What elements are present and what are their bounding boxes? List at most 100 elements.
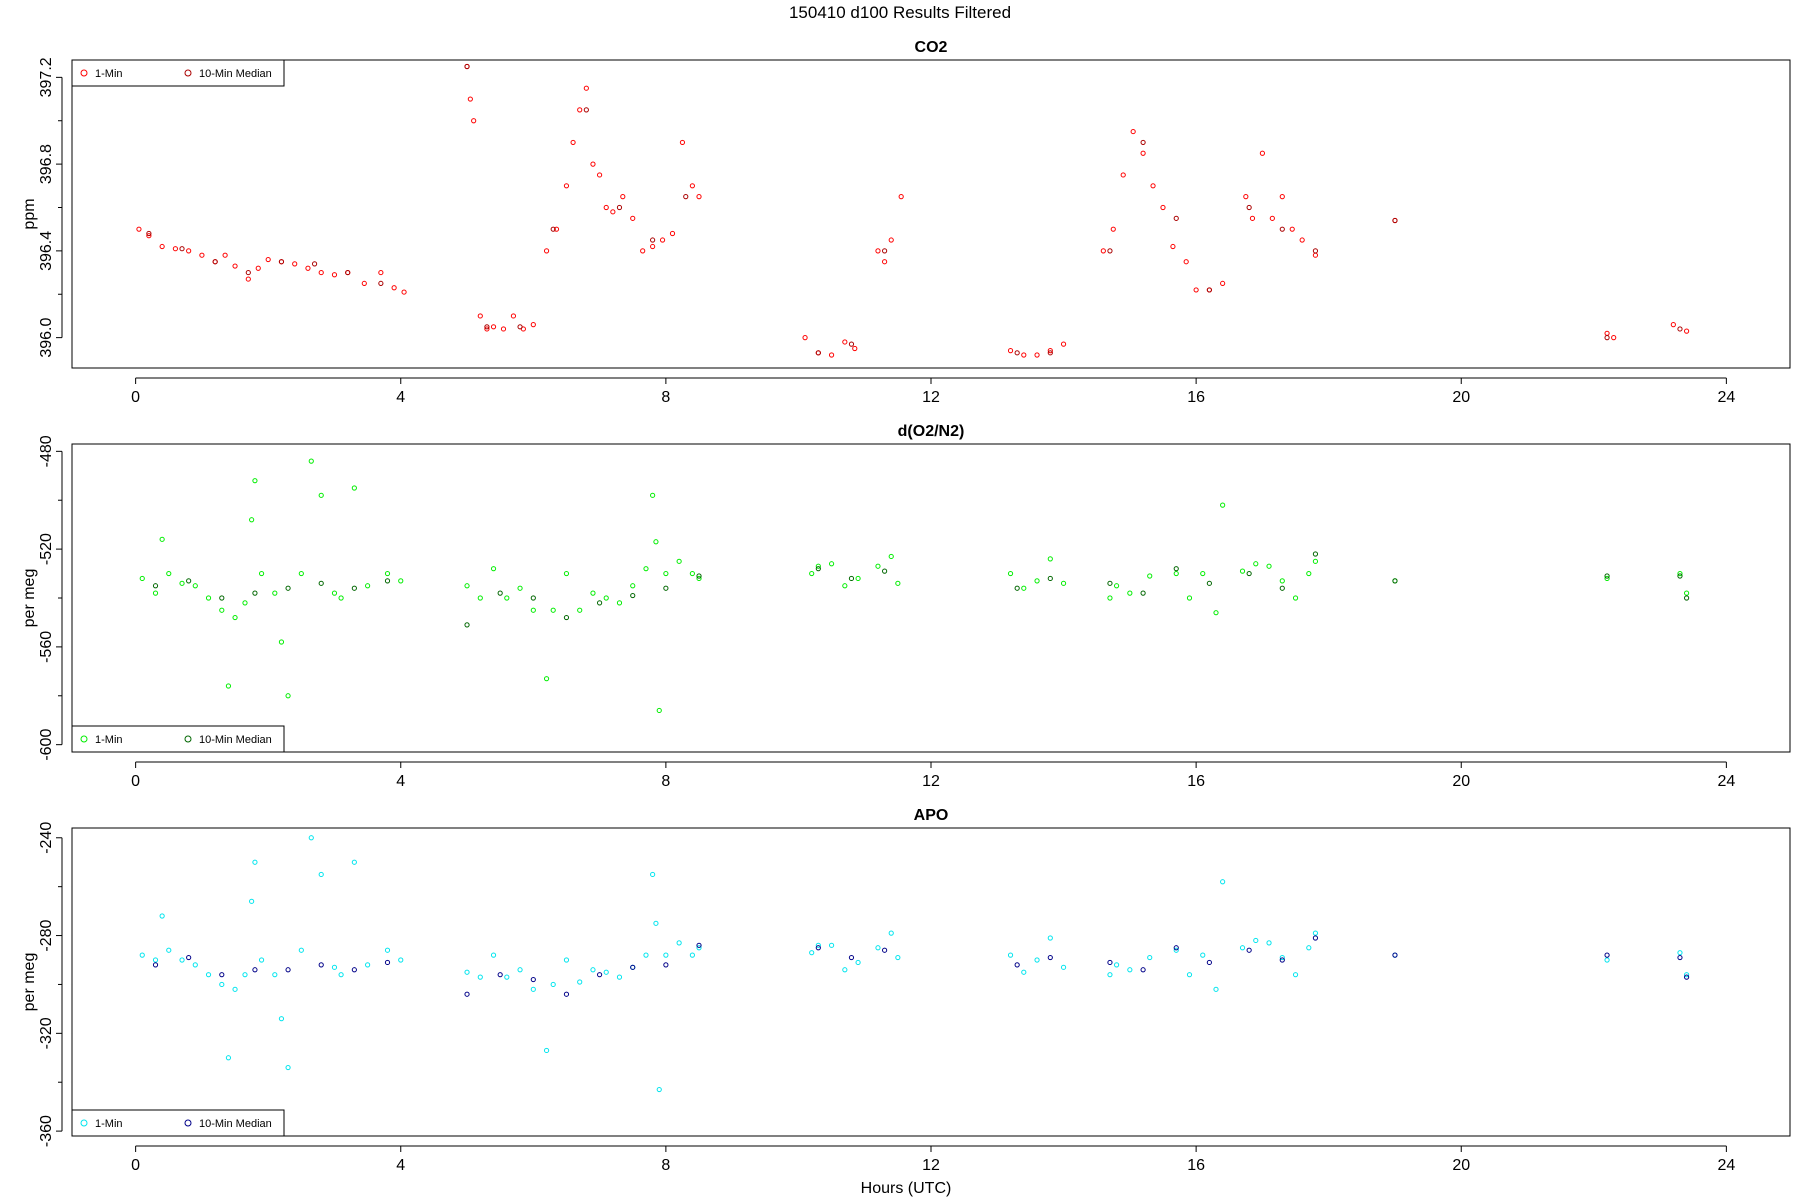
data-point-10-min-median — [550, 226, 556, 232]
data-point-10-min-median — [1047, 954, 1053, 961]
data-point-1-min — [1007, 952, 1014, 958]
data-point-1-min — [278, 1016, 285, 1022]
data-point-10-min-median — [596, 972, 603, 978]
data-point-1-min — [1684, 328, 1690, 334]
data-point-1-min — [888, 237, 894, 243]
data-point-1-min — [305, 265, 311, 271]
data-point-1-min — [378, 269, 384, 276]
y-tick-label: -360 — [38, 1115, 55, 1147]
data-point-1-min — [663, 952, 669, 958]
data-point-10-min-median — [596, 600, 603, 606]
plot-frame — [71, 827, 1791, 1137]
data-point-1-min — [1249, 215, 1256, 221]
data-point-1-min — [603, 969, 609, 975]
data-point-1-min — [543, 248, 550, 254]
data-point-10-min-median — [152, 583, 159, 589]
data-point-1-min — [232, 986, 238, 992]
data-point-1-min — [1611, 335, 1617, 341]
legend: 1-Min 10-Min Median — [71, 1109, 285, 1137]
data-point-1-min — [285, 693, 291, 699]
series-1-min — [136, 63, 1690, 358]
data-point-1-min — [477, 974, 483, 980]
data-point-10-min-median — [663, 585, 669, 591]
data-point-1-min — [179, 957, 185, 963]
data-point-1-min — [338, 595, 344, 601]
data-point-1-min — [477, 595, 483, 601]
legend-label-1-min: 1-Min — [95, 68, 123, 80]
data-point-10-min-median — [1392, 578, 1398, 584]
data-point-1-min — [1684, 590, 1690, 596]
data-point-1-min — [242, 972, 248, 978]
data-point-1-min — [676, 940, 682, 946]
legend: 1-Min 10-Min Median — [71, 59, 285, 87]
data-point-1-min — [1253, 937, 1259, 944]
x-tick-label: 8 — [661, 1157, 670, 1174]
legend-marker-10-min-median — [184, 735, 192, 743]
data-point-1-min — [1186, 972, 1193, 978]
data-point-1-min — [1312, 252, 1319, 258]
data-point-1-min — [1604, 575, 1610, 582]
y-axis-label: per meg — [21, 569, 38, 628]
data-point-1-min — [656, 707, 662, 714]
y-tick-label: -480 — [38, 435, 55, 467]
x-tick-label: 12 — [922, 1157, 940, 1174]
legend-marker-1-min — [80, 69, 88, 77]
data-point-1-min — [361, 280, 367, 287]
data-point-10-min-median — [1107, 248, 1113, 254]
data-point-10-min-median — [1312, 551, 1319, 557]
data-point-1-min — [490, 566, 497, 572]
data-point-10-min-median — [882, 947, 888, 953]
data-point-1-min — [583, 85, 589, 91]
data-point-10-min-median — [1684, 595, 1690, 601]
data-point-1-min — [249, 517, 255, 523]
data-point-1-min — [398, 957, 404, 963]
data-point-1-min — [1289, 226, 1295, 232]
data-point-1-min — [1107, 595, 1113, 601]
data-point-10-min-median — [616, 204, 623, 211]
data-point-1-min — [384, 570, 391, 577]
y-tick-label: -280 — [38, 919, 55, 951]
data-point-1-min — [577, 107, 583, 113]
data-point-10-min-median — [219, 595, 225, 601]
data-point-1-min — [384, 947, 391, 953]
data-point-1-min — [166, 570, 172, 577]
data-point-1-min — [159, 536, 165, 542]
data-point-1-min — [676, 558, 682, 564]
data-point-1-min — [650, 243, 656, 250]
data-point-10-min-median — [1392, 217, 1398, 224]
data-point-1-min — [242, 600, 248, 606]
series-10-min-median — [146, 63, 1683, 356]
data-point-1-min — [1173, 570, 1179, 577]
data-point-1-min — [616, 600, 623, 606]
data-point-1-min — [530, 607, 536, 613]
data-point-1-min — [1239, 945, 1246, 951]
data-point-1-min — [590, 590, 596, 596]
data-point-1-min — [1110, 226, 1116, 232]
data-point-10-min-median — [1047, 575, 1053, 582]
data-point-1-min — [663, 570, 669, 577]
data-point-1-min — [1213, 610, 1219, 616]
data-point-1-min — [265, 256, 271, 263]
figure-title: 150410 d100 Results Filtered — [789, 3, 1011, 22]
data-point-1-min — [318, 871, 324, 878]
data-point-1-min — [136, 226, 142, 232]
data-point-1-min — [855, 575, 861, 582]
data-point-1-min — [225, 1055, 232, 1061]
panel-title: d(O2/N2) — [898, 423, 965, 440]
data-point-1-min — [1243, 194, 1249, 200]
data-point-1-min — [1060, 964, 1067, 970]
data-point-1-min — [530, 322, 536, 328]
data-point-10-min-median — [663, 962, 669, 968]
data-point-10-min-median — [563, 991, 570, 997]
series-1-min — [139, 835, 1690, 1093]
data-point-1-min — [653, 539, 659, 545]
data-point-1-min — [1120, 172, 1126, 178]
legend-marker-10-min-median — [184, 69, 192, 77]
legend-marker-1-min — [80, 1119, 88, 1127]
data-point-1-min — [603, 204, 609, 211]
data-point-10-min-median — [484, 324, 490, 330]
chart-panel-apo: APO per meg 0 4 8 12 16 20 24 -360 -320 -280 -240 1-M… — [21, 807, 1791, 1174]
data-point-1-min — [1299, 237, 1305, 243]
data-point-1-min — [603, 595, 609, 601]
